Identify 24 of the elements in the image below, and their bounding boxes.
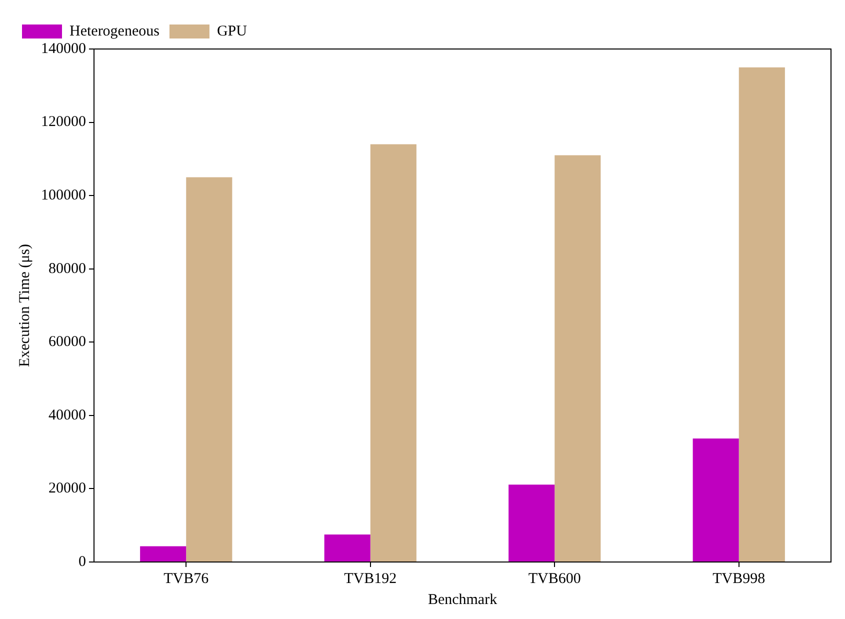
x-tick-label: TVB600 (528, 570, 581, 587)
bar (508, 484, 555, 562)
y-tick-label: 120000 (41, 114, 86, 130)
bar (324, 534, 370, 562)
y-tick-label: 140000 (41, 40, 86, 57)
x-tick-label: TVB76 (164, 570, 210, 587)
y-tick-label: 20000 (48, 480, 86, 497)
legend-label: GPU (216, 23, 248, 40)
x-tick-label: TVB998 (712, 570, 766, 587)
y-tick-label: 60000 (48, 334, 86, 350)
bar (554, 155, 601, 562)
bar (738, 67, 785, 562)
y-tick-label: 100000 (41, 188, 86, 204)
x-axis-title: Benchmark (428, 592, 498, 608)
bar (692, 438, 739, 562)
bar (186, 177, 232, 562)
bar (140, 546, 186, 562)
y-axis-title: Execution Time (μs) (16, 244, 33, 368)
y-tick-label: 40000 (48, 407, 86, 424)
legend-label: Heterogeneous (70, 23, 160, 40)
x-tick-label: TVB192 (344, 570, 397, 587)
bar (370, 144, 416, 562)
y-tick-label: 80000 (48, 260, 86, 277)
y-tick-label: 0 (78, 554, 86, 570)
